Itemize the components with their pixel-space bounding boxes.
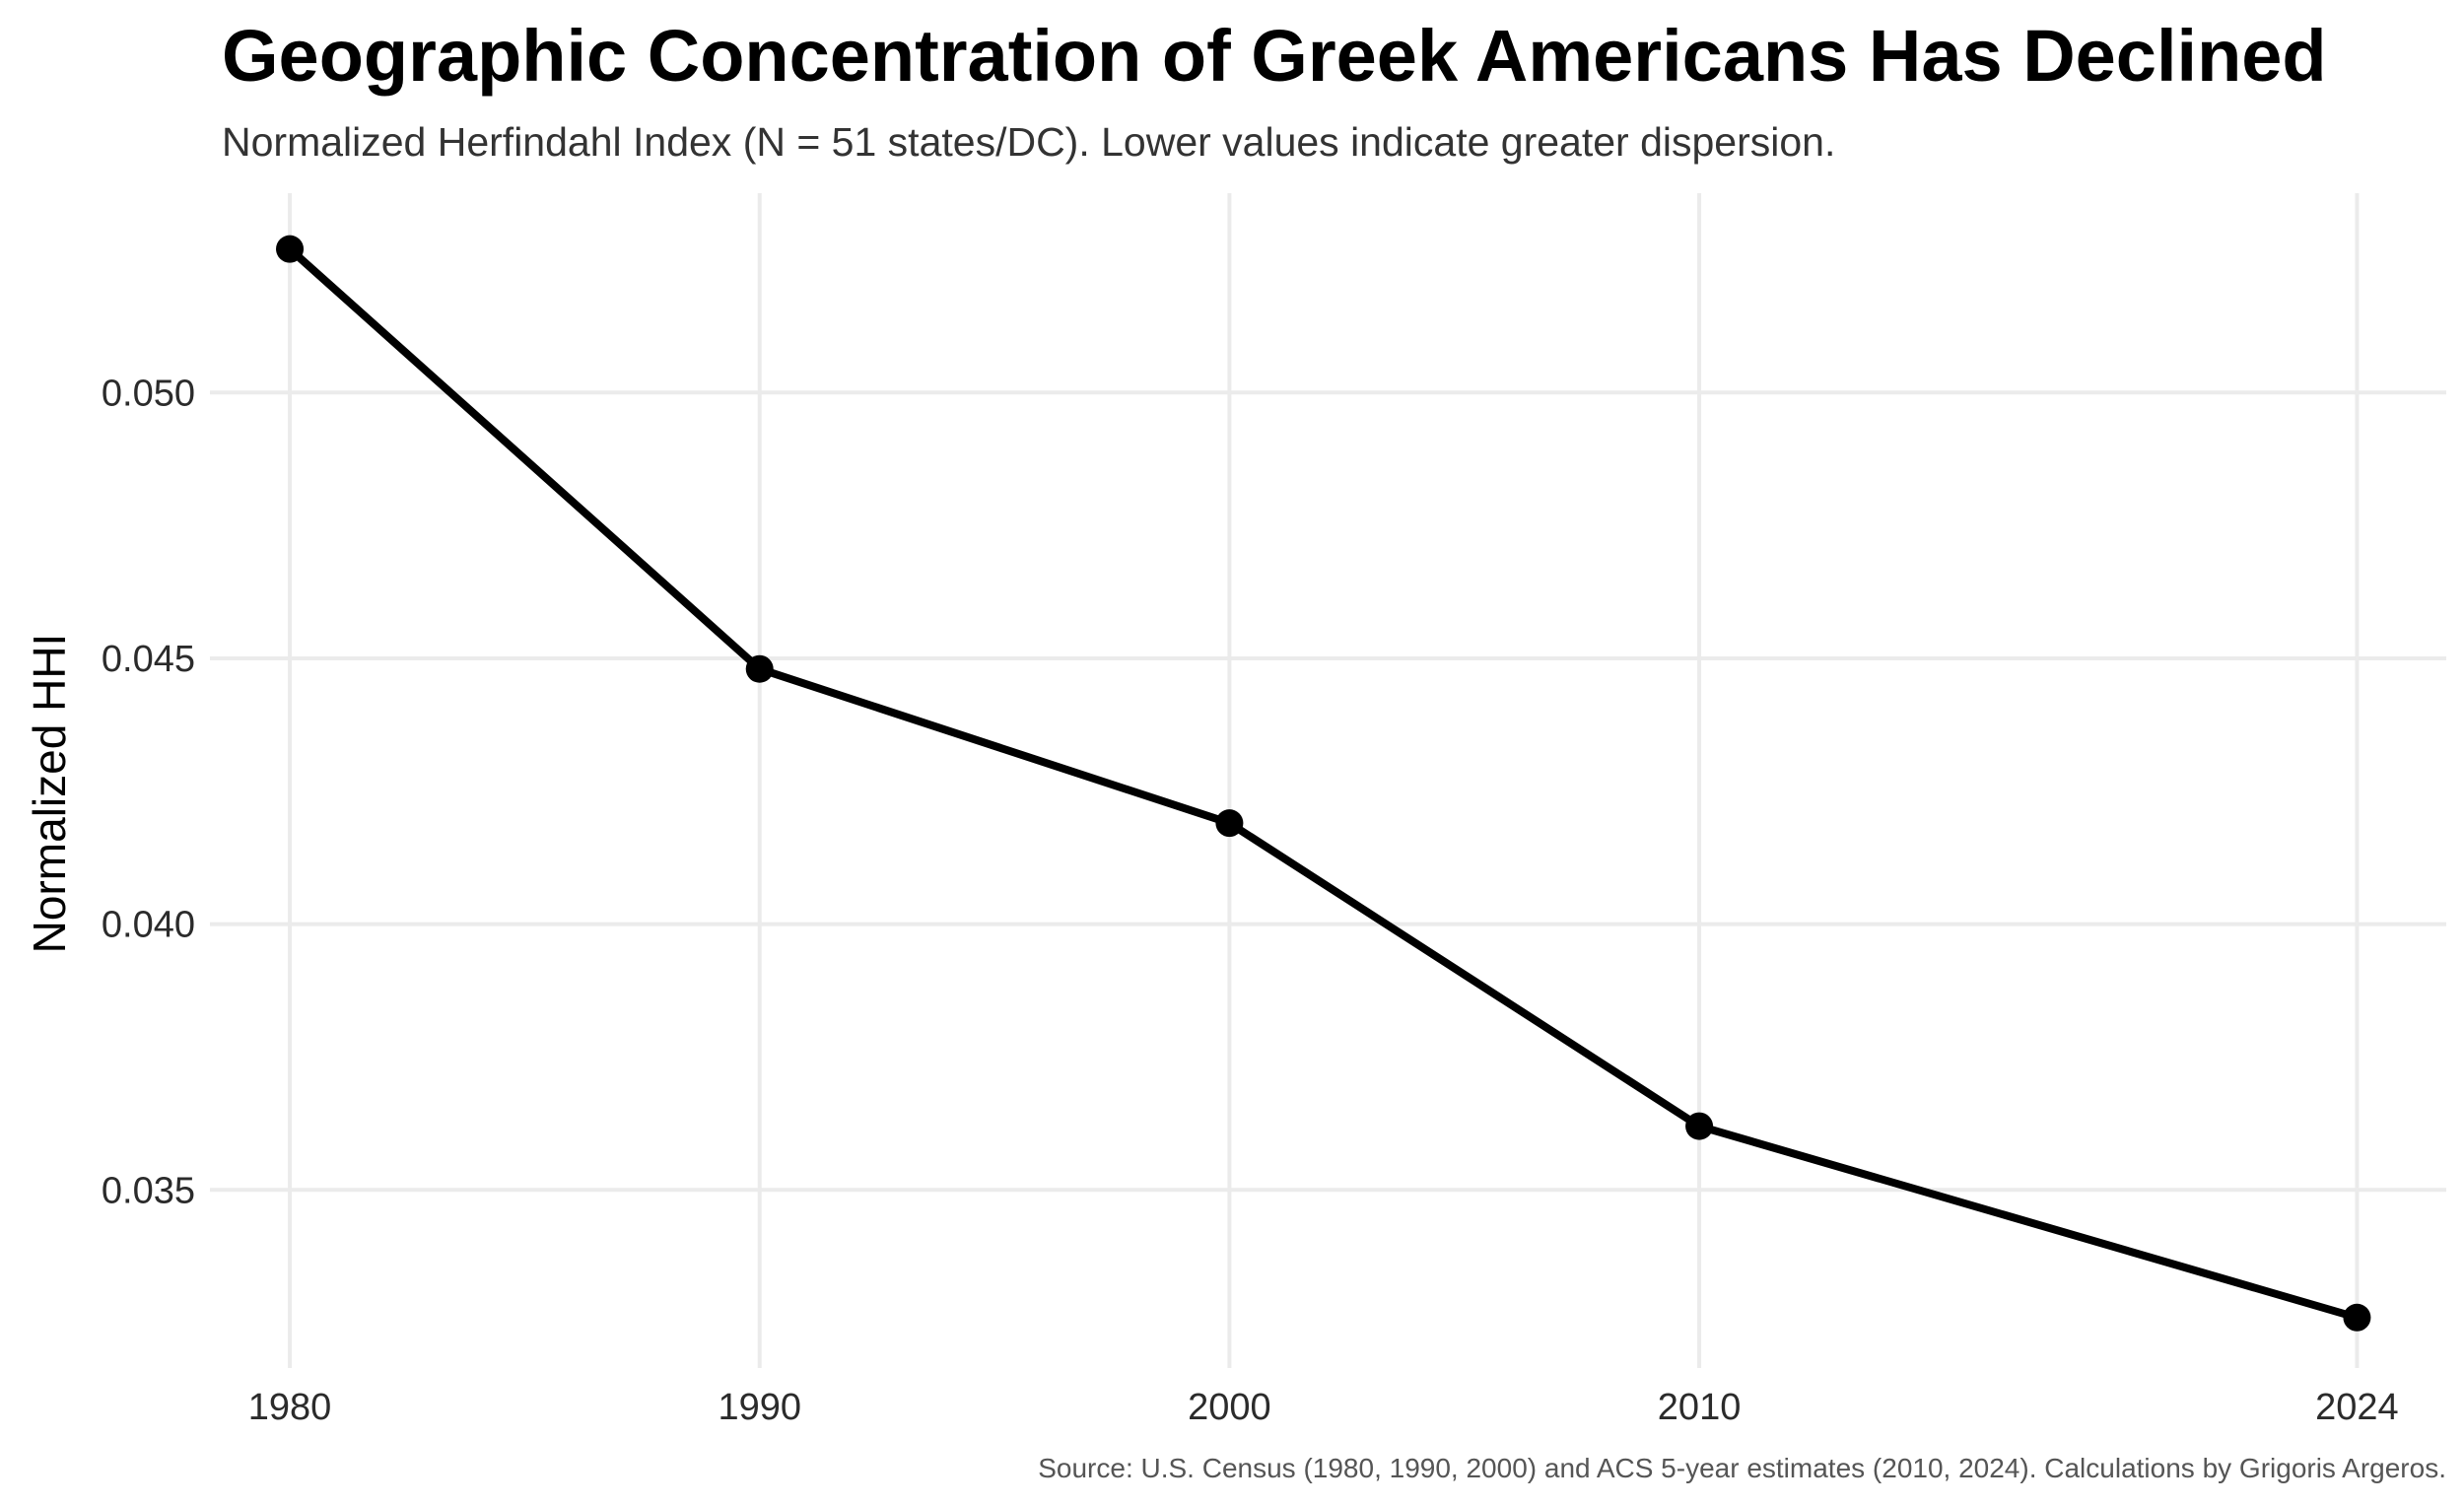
data-point [276, 235, 305, 263]
y-tick-label: 0.040 [102, 905, 195, 946]
x-tick-label: 2000 [1188, 1387, 1271, 1428]
y-tick-label: 0.050 [102, 373, 195, 414]
data-point [1215, 809, 1244, 838]
series-line [286, 244, 2361, 1322]
chart-caption: Source: U.S. Census (1980, 1990, 2000) a… [1038, 1453, 2446, 1483]
chart-title: Geographic Concentration of Greek Americ… [222, 15, 2327, 97]
x-tick-label: 2024 [2315, 1387, 2399, 1428]
y-axis-ticks: 0.035 0.040 0.045 0.050 [102, 373, 195, 1211]
x-axis-ticks: 1980 1990 2000 2010 2024 [248, 1387, 2399, 1428]
grid [210, 193, 2446, 1368]
y-tick-label: 0.035 [102, 1170, 195, 1211]
x-tick-label: 1990 [718, 1387, 801, 1428]
data-point [2343, 1303, 2371, 1332]
data-series [276, 235, 2371, 1332]
y-axis-title: Normalized HHI [24, 634, 75, 954]
x-tick-label: 2010 [1658, 1387, 1742, 1428]
data-point [745, 654, 774, 683]
data-point [1685, 1112, 1714, 1140]
chart-subtitle: Normalized Herfindahl Index (N = 51 stat… [222, 119, 1835, 165]
x-tick-label: 1980 [248, 1387, 332, 1428]
y-tick-label: 0.045 [102, 639, 195, 680]
